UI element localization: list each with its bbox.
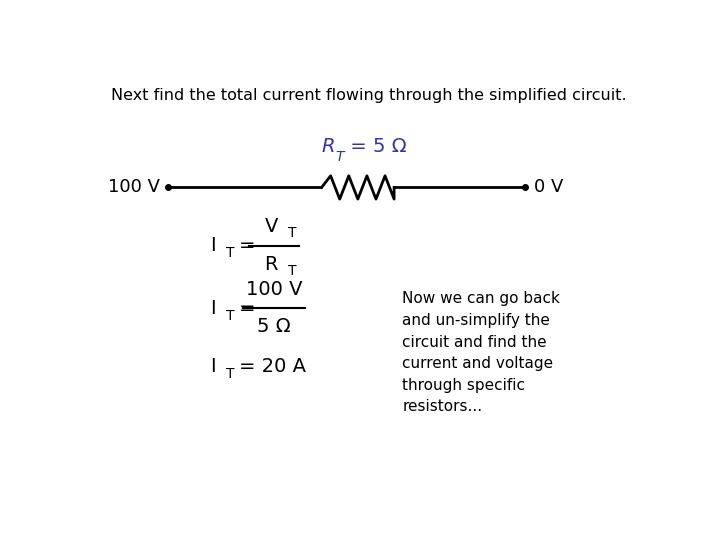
Text: T: T [288,226,297,240]
Text: Next find the total current flowing through the simplified circuit.: Next find the total current flowing thro… [111,87,627,103]
Text: T: T [225,308,234,322]
Text: R: R [265,255,278,274]
Text: 0 V: 0 V [534,178,563,197]
Text: T: T [288,264,297,278]
Text: 5 Ω: 5 Ω [257,318,291,336]
Text: 100 V: 100 V [246,280,302,299]
Text: = 20 A: = 20 A [239,357,306,376]
Text: I: I [210,299,215,318]
Text: T: T [225,246,234,260]
Text: V: V [265,218,278,237]
Text: 100 V: 100 V [108,178,160,197]
Text: T: T [225,367,234,381]
Text: I: I [210,357,215,376]
Text: Now we can go back
and un-simplify the
circuit and find the
current and voltage
: Now we can go back and un-simplify the c… [402,292,560,414]
Text: = 5 Ω: = 5 Ω [344,137,407,156]
Text: R: R [322,137,335,156]
Text: I: I [210,236,215,255]
Text: =: = [239,299,256,318]
Text: =: = [239,236,256,255]
Text: T: T [336,150,344,164]
